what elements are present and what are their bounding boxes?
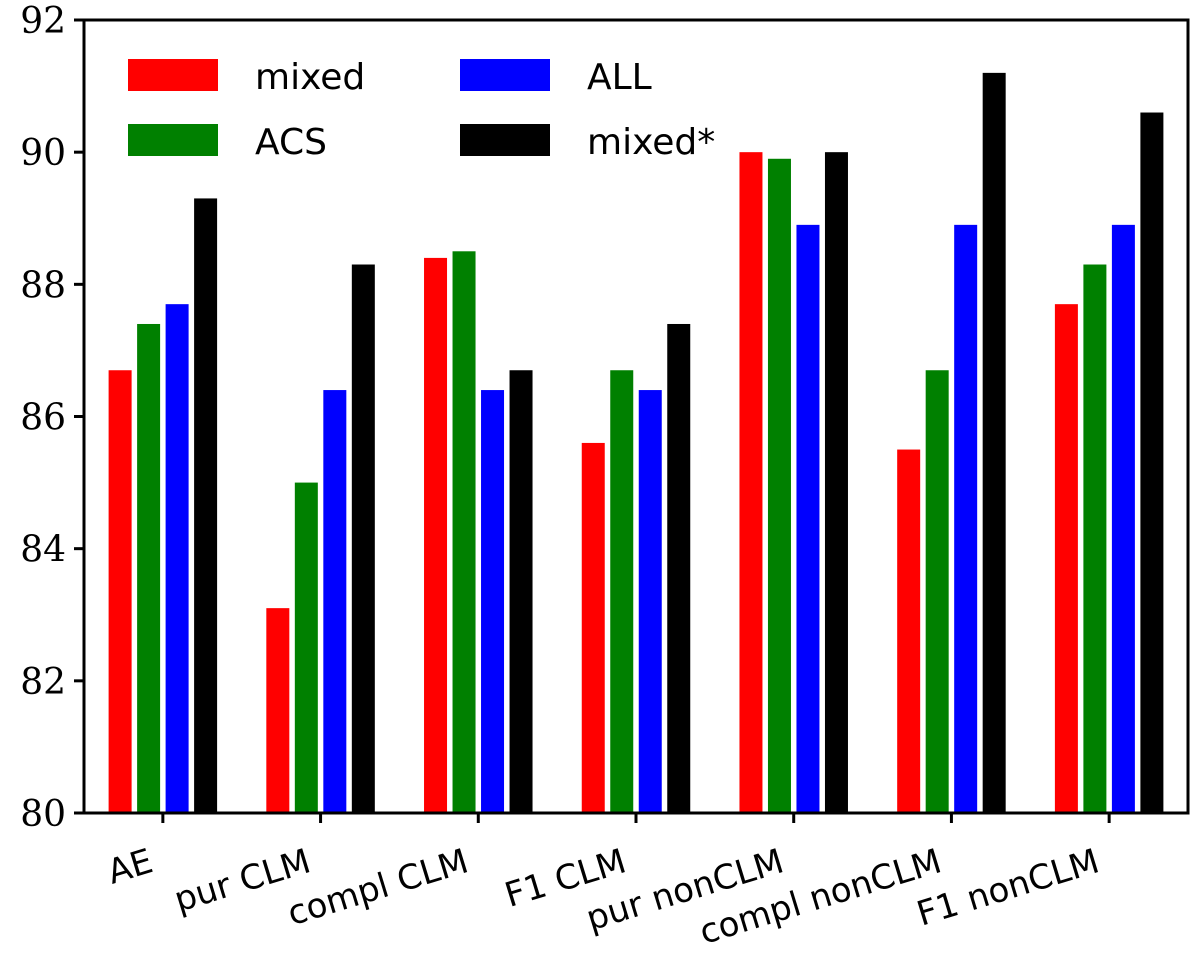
- bar-mixed-6: [1054, 304, 1078, 813]
- bar-mixed-1: [266, 608, 290, 813]
- bar-mixed-0: [108, 370, 132, 813]
- y-tick-label: 92: [20, 1, 66, 42]
- legend-swatch: [128, 59, 218, 91]
- legend-label: ALL: [587, 57, 652, 98]
- bar-mixed-2: [424, 257, 448, 813]
- bar-ACS-3: [610, 370, 634, 813]
- bar-mixed-0: [194, 198, 218, 814]
- legend: mixed ACS ALL mixed*: [128, 57, 715, 163]
- legend-label: ACS: [255, 122, 327, 163]
- bar-mixed-3: [667, 323, 691, 813]
- x-tick-label: AE: [103, 841, 157, 892]
- legend-label: mixed: [255, 57, 365, 98]
- y-tick-label: 84: [20, 530, 66, 571]
- bar-ACS-2: [452, 251, 476, 813]
- y-tick-label: 82: [20, 662, 66, 703]
- y-tick-label: 90: [20, 133, 66, 174]
- bar-mixed-1: [351, 264, 375, 814]
- bar-ACS-1: [294, 482, 318, 813]
- y-tick-label: 80: [20, 794, 66, 835]
- bar-ACS-6: [1083, 264, 1107, 814]
- legend-swatch: [128, 124, 218, 156]
- y-tick-label: 88: [20, 265, 66, 306]
- legend-label: mixed*: [587, 122, 715, 163]
- legend-swatch: [460, 124, 550, 156]
- bar-ACS-5: [925, 370, 949, 813]
- y-tick-label: 86: [20, 398, 66, 439]
- y-axis: 80 82 84 86 88 90 92: [20, 1, 84, 835]
- bars-layer: [108, 72, 1164, 814]
- bar-ACS-4: [767, 158, 791, 813]
- bar-mixed-5: [982, 72, 1006, 813]
- x-tick-label: F1 nonCLM: [912, 841, 1103, 934]
- bar-mixed-5: [897, 449, 921, 813]
- bar-ALL-6: [1111, 224, 1135, 813]
- bar-mixed-4: [739, 152, 763, 813]
- x-tick-label: compl CLM: [283, 841, 473, 934]
- bar-ALL-1: [323, 390, 347, 813]
- bar-ALL-3: [638, 390, 662, 813]
- bar-mixed-2: [509, 370, 533, 813]
- legend-swatch: [460, 59, 550, 91]
- bar-ALL-2: [481, 390, 505, 813]
- bar-ALL-0: [165, 304, 189, 813]
- bar-mixed-4: [824, 152, 848, 813]
- bar-ACS-0: [137, 323, 161, 813]
- bar-mixed-6: [1140, 112, 1164, 814]
- bar-mixed-3: [581, 442, 605, 813]
- bar-ALL-5: [954, 224, 978, 813]
- bar-ALL-4: [796, 224, 820, 813]
